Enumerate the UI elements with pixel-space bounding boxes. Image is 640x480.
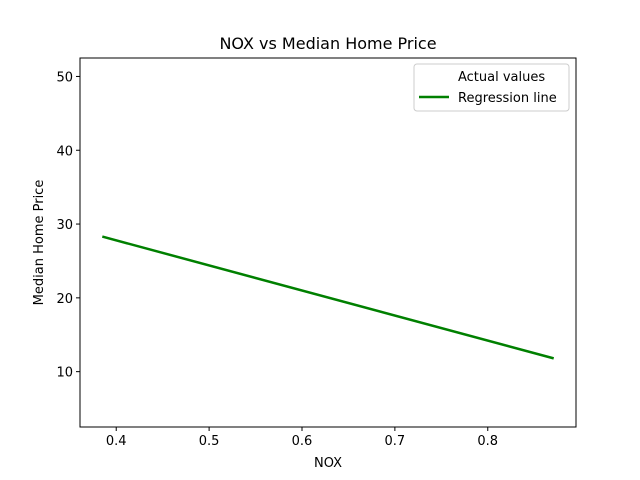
y-tick-label: 30 (56, 218, 73, 233)
y-tick-label: 10 (56, 366, 73, 381)
y-axis-label: Median Home Price (32, 180, 47, 306)
x-tick-label: 0.4 (106, 434, 127, 449)
series-layer (101, 235, 555, 360)
y-tick-label: 40 (56, 144, 73, 159)
y-tick-label: 50 (56, 70, 73, 85)
legend-entry-regression-line: Regression line (458, 91, 557, 106)
plot-frame (79, 57, 577, 428)
chart-title: NOX vs Median Home Price (219, 34, 436, 53)
regression-line (101, 235, 555, 360)
legend-box (413, 63, 570, 112)
legend-entry-actual-values: Actual values (458, 70, 545, 85)
x-tick-label: 0.8 (477, 434, 498, 449)
x-tick-label: 0.6 (292, 434, 313, 449)
y-tick-label: 20 (56, 292, 73, 307)
legend: Actual values Regression line (413, 63, 570, 112)
x-tick-label: 0.7 (385, 434, 406, 449)
x-tick-label: 0.5 (199, 434, 220, 449)
x-axis-label: NOX (314, 456, 342, 471)
ticks-layer: 0.4 0.5 0.6 0.7 0.8 10 20 30 40 50 (56, 70, 498, 449)
